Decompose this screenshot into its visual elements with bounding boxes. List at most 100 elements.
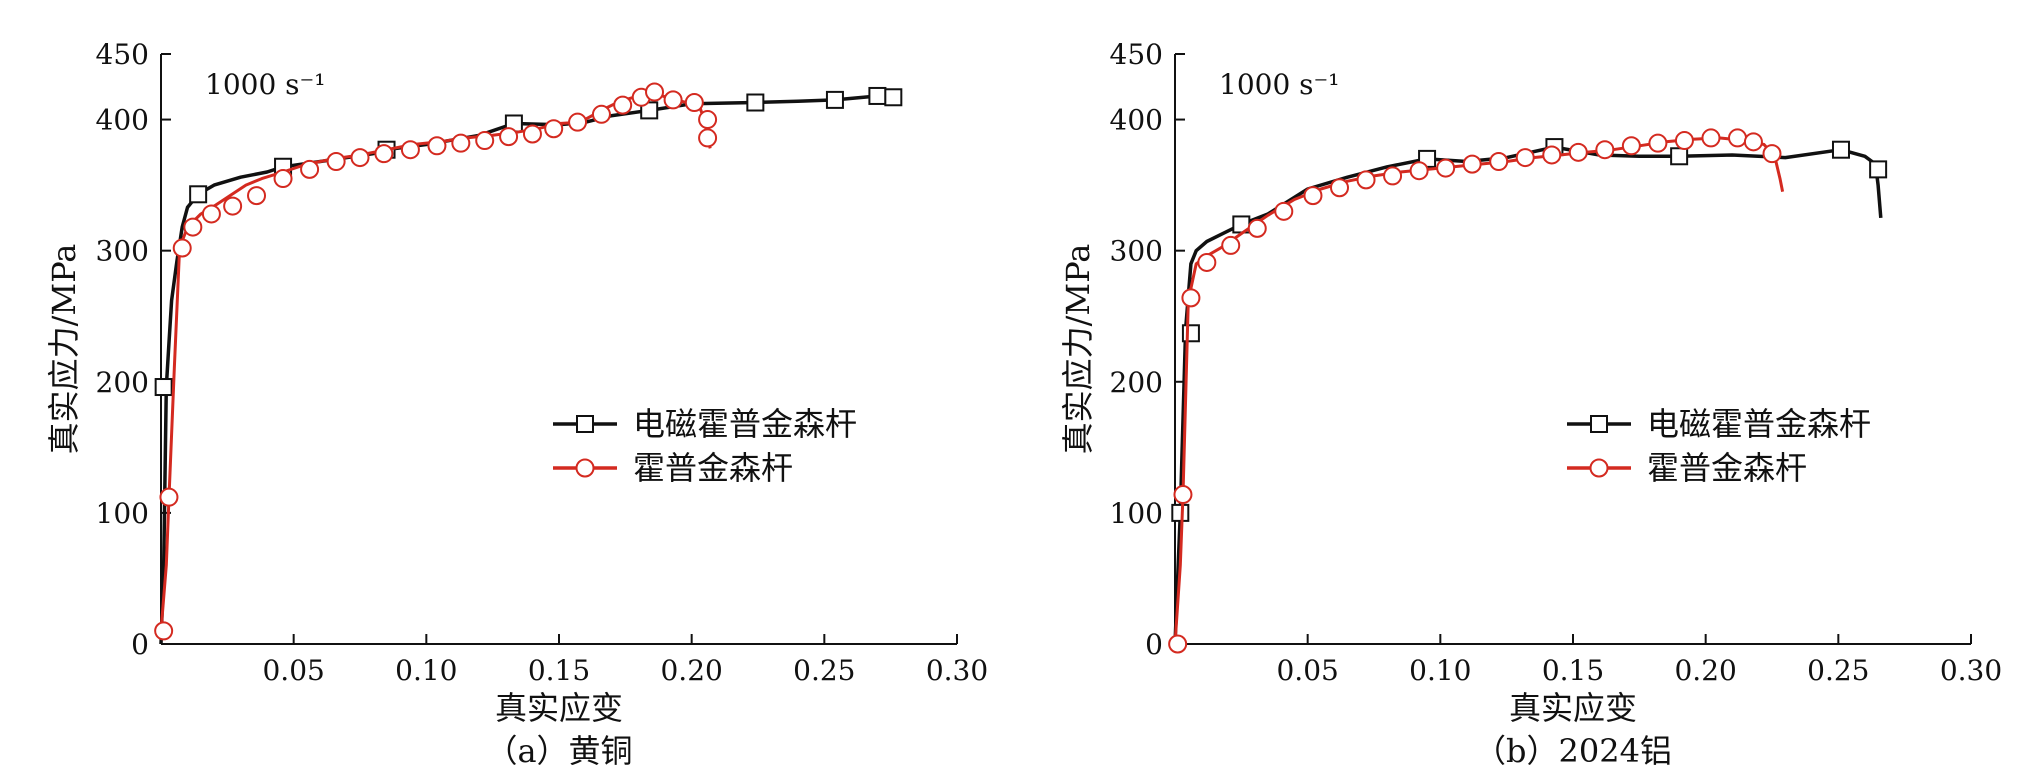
data-point-circle (645, 82, 665, 102)
data-point-square (825, 90, 844, 109)
data-point-circle (451, 133, 471, 153)
y-tick-label: 400 (96, 104, 149, 137)
x-tick-label: 0.25 (1807, 654, 1869, 687)
data-point-circle (1595, 140, 1615, 160)
panel-caption: （b）2024铝 (1474, 732, 1672, 770)
data-point-circle (1181, 288, 1201, 308)
legend-marker-circle (575, 458, 595, 478)
data-point-circle (1303, 186, 1323, 206)
data-point-circle (1173, 485, 1193, 505)
data-point-circle (663, 90, 683, 110)
legend-label: 霍普金森杆 (1647, 449, 1807, 487)
legend-label: 电磁霍普金森杆 (1647, 405, 1871, 443)
data-point-circle (698, 128, 718, 148)
strain-rate-label: 1000 s⁻¹ (205, 68, 326, 101)
data-point-circle (1356, 170, 1376, 190)
data-point-circle (247, 186, 267, 206)
x-tick-label: 0.25 (793, 654, 855, 687)
x-tick-label: 0.20 (660, 654, 722, 687)
data-point-circle (427, 136, 447, 156)
y-tick-label: 100 (1110, 497, 1163, 530)
data-point-square (868, 86, 887, 105)
x-tick-label: 0.20 (1674, 654, 1736, 687)
y-tick-label: 450 (96, 38, 149, 71)
series-line-hopkinson (159, 91, 712, 632)
x-tick-label: 0.30 (926, 654, 988, 687)
x-tick-label: 0.15 (528, 654, 590, 687)
y-axis-title: 真实应力/MPa (1059, 244, 1097, 455)
data-point-circle (154, 621, 174, 641)
data-point-circle (1743, 132, 1763, 152)
legend-marker-circle (1589, 458, 1609, 478)
data-point-circle (613, 95, 633, 115)
data-point-circle (1197, 252, 1217, 272)
x-axis-title: 真实应变 (495, 689, 623, 727)
data-point-square (1670, 147, 1689, 166)
data-point-circle (1383, 166, 1403, 186)
x-tick-label: 0.10 (1409, 654, 1471, 687)
series-line-em-hopkinson (159, 94, 894, 645)
panel-caption: （a）黄铜 (485, 732, 632, 770)
data-point-circle (159, 487, 179, 507)
data-point-square (1181, 324, 1200, 343)
data-point-circle (1330, 178, 1350, 198)
data-point-square (189, 185, 208, 204)
data-point-circle (1648, 133, 1668, 153)
y-tick-label: 300 (96, 235, 149, 268)
legend-marker-square (576, 415, 594, 433)
data-point-square (154, 378, 173, 397)
series-line-em-hopkinson (1173, 145, 1883, 645)
data-point-circle (1674, 131, 1694, 151)
legend-label: 霍普金森杆 (633, 449, 793, 487)
y-tick-label: 0 (1145, 628, 1163, 661)
x-tick-label: 0.05 (262, 654, 324, 687)
y-axis-title: 真实应力/MPa (45, 244, 83, 455)
data-point-circle (326, 152, 346, 172)
y-tick-label: 0 (131, 628, 149, 661)
y-tick-label: 400 (1110, 104, 1163, 137)
data-point-circle (172, 238, 192, 258)
data-point-circle (374, 144, 394, 164)
x-tick-label: 0.30 (1940, 654, 2002, 687)
data-point-circle (1409, 161, 1429, 181)
data-point-circle (350, 148, 370, 168)
data-point-circle (1274, 201, 1294, 221)
data-point-square (1831, 140, 1850, 159)
chart-panel-a: 0.05 0.10 0.15 0.20 0.25 0.30 0 100 200 300 400 450… (45, 38, 988, 770)
data-point-circle (1221, 235, 1241, 255)
data-point-circle (201, 204, 221, 224)
data-point-circle (1542, 145, 1562, 165)
legend-label: 电磁霍普金森杆 (633, 405, 857, 443)
data-point-circle (223, 196, 243, 216)
data-point-circle (591, 104, 611, 124)
y-tick-label: 100 (96, 497, 149, 530)
data-point-circle (1701, 128, 1721, 148)
data-point-circle (684, 93, 704, 113)
x-tick-label: 0.15 (1542, 654, 1604, 687)
data-point-circle (1436, 158, 1456, 178)
x-axis-title: 真实应变 (1509, 689, 1637, 727)
data-point-circle (522, 124, 542, 144)
y-tick-label: 450 (1110, 38, 1163, 71)
data-point-circle (698, 110, 718, 130)
data-point-circle (273, 169, 293, 189)
data-point-square (884, 88, 903, 107)
data-point-circle (1728, 128, 1748, 148)
chart-panel-b: 0.05 0.10 0.15 0.20 0.25 0.30 0 100 200 300 400 450… (1059, 38, 2002, 770)
data-point-circle (183, 217, 203, 237)
y-tick-label: 200 (96, 366, 149, 399)
y-tick-label: 300 (1110, 235, 1163, 268)
data-point-circle (475, 131, 495, 151)
data-point-circle (1568, 142, 1588, 162)
x-tick-label: 0.05 (1276, 654, 1338, 687)
x-tick-label: 0.10 (395, 654, 457, 687)
strain-rate-label: 1000 s⁻¹ (1219, 68, 1340, 101)
data-point-circle (400, 140, 420, 160)
data-point-circle (1621, 136, 1641, 156)
data-point-circle (1489, 152, 1509, 172)
data-point-circle (1462, 154, 1482, 174)
data-point-circle (568, 112, 588, 132)
data-point-square (1171, 503, 1190, 522)
